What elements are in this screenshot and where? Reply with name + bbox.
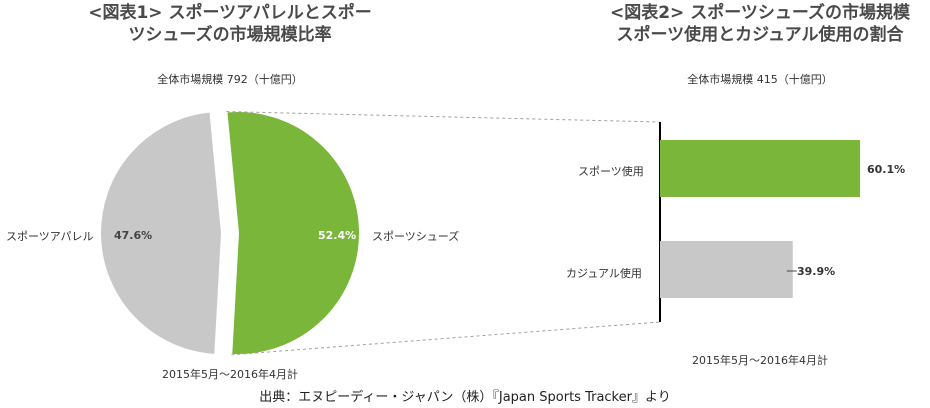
figure1-period: 2015年5月～2016年4月計 <box>162 368 298 381</box>
figure1-title: <図表1> スポーツアパレルとスポー ツシューズの市場規模比率 <box>70 2 390 46</box>
connector-top <box>226 111 661 123</box>
pie-label-apparel: スポーツアパレル <box>6 230 94 243</box>
bar-sports <box>660 140 860 197</box>
figure1-title-line1: <図表1> スポーツアパレルとスポー <box>88 3 372 23</box>
figure2-period: 2015年5月～2016年4月計 <box>692 354 828 367</box>
pie-slice-apparel <box>99 110 224 356</box>
figure2-title-line1: <図表2> スポーツシューズの市場規模 <box>609 3 911 23</box>
bar-label-casual: カジュアル使用 <box>566 267 642 280</box>
source-note: 出典：エヌピーディー・ジャパン（株）『Japan Sports Tracker』… <box>259 390 671 405</box>
bar-label-sports: スポーツ使用 <box>578 165 644 178</box>
figure1-total-label: 全体市場規模 792（十億円） <box>157 73 303 86</box>
pie-slice-shoes <box>225 110 361 356</box>
pie-value-shoes: 52.4% <box>318 229 357 242</box>
figure1-title-line2: ツシューズの市場規模比率 <box>128 25 332 45</box>
pie-value-apparel: 47.6% <box>114 229 153 242</box>
figure2-title: <図表2> スポーツシューズの市場規模 スポーツ使用とカジュアル使用の割合 <box>590 2 930 46</box>
bar-value-casual: 39.9% <box>797 265 836 278</box>
bar-value-sports: 60.1% <box>867 163 906 176</box>
bar-casual <box>660 241 793 298</box>
pie-label-shoes: スポーツシューズ <box>372 230 460 243</box>
figure2-title-line2: スポーツ使用とカジュアル使用の割合 <box>616 25 904 45</box>
figure2-total-label: 全体市場規模 415（十億円） <box>687 73 833 86</box>
